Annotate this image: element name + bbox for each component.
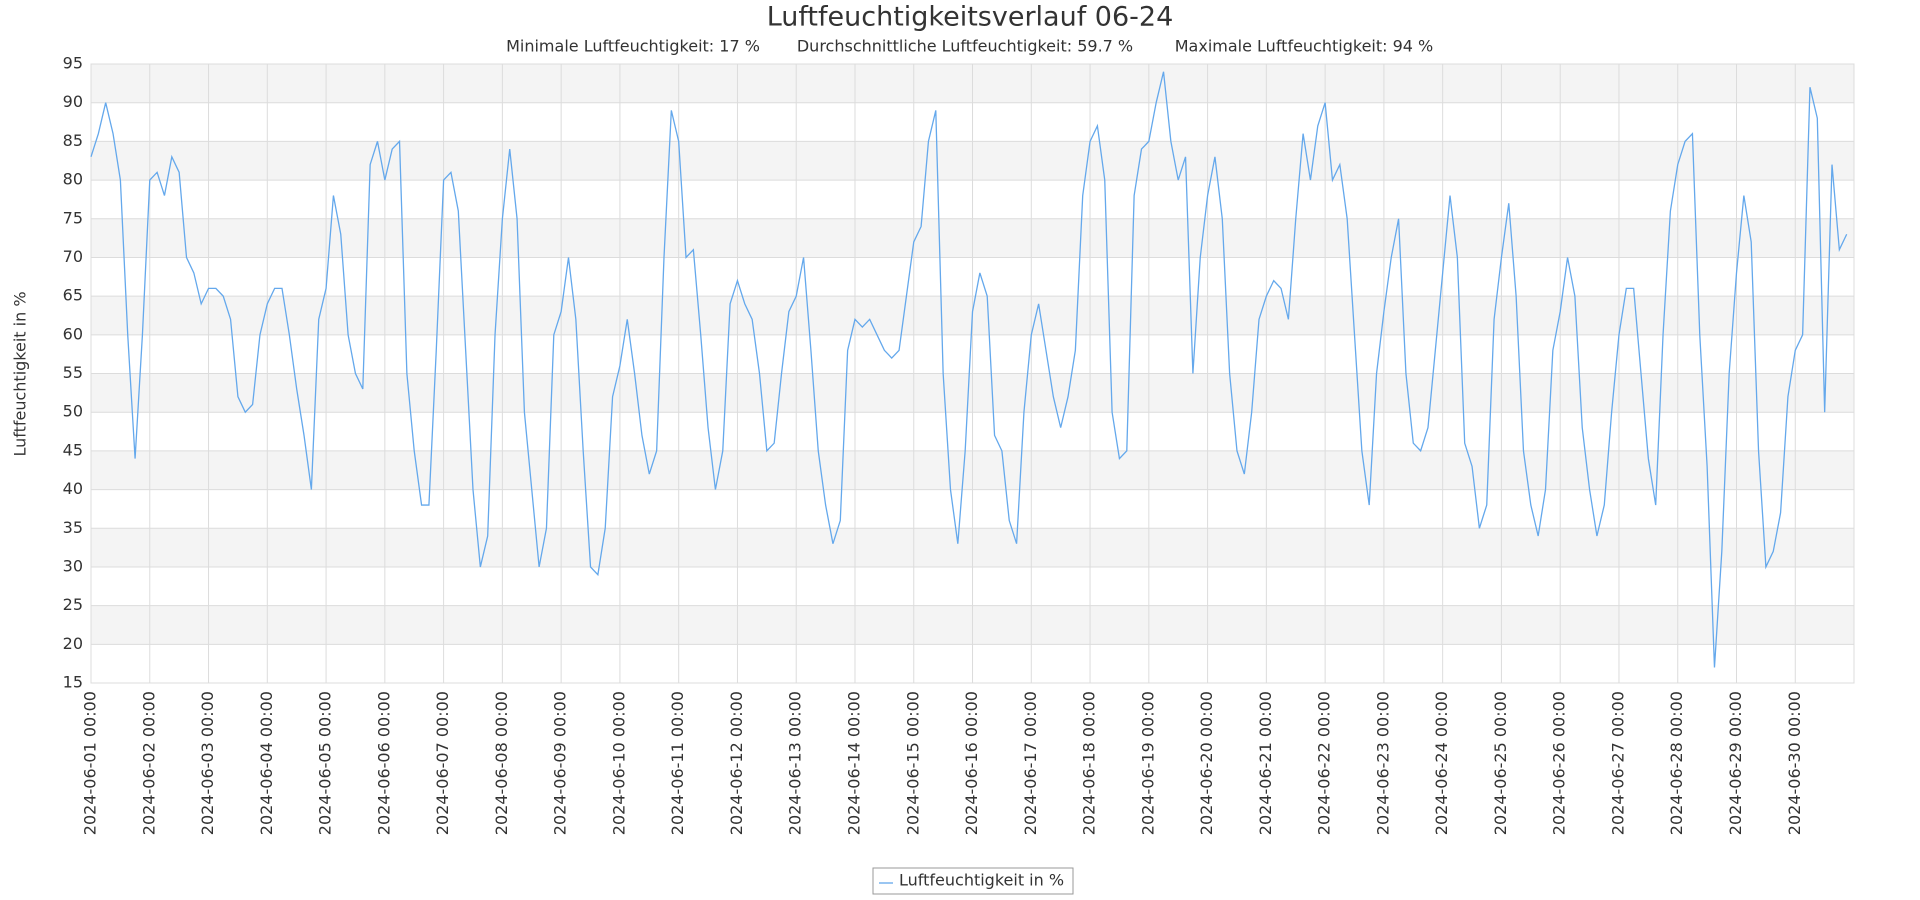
y-tick-label: 45: [63, 440, 83, 459]
y-tick-label: 75: [63, 208, 83, 227]
y-tick-label: 90: [63, 92, 83, 111]
legend-box: [872, 867, 1074, 895]
x-tick-label: 2024-06-07 00:00: [433, 691, 452, 835]
subtitle-max: Maximale Luftfeuchtigkeit: 94 %: [1175, 37, 1434, 56]
x-tick-label: 2024-06-02 00:00: [139, 691, 158, 835]
y-tick-label: 55: [63, 363, 83, 382]
x-tick-label: 2024-06-14 00:00: [844, 691, 863, 835]
y-tick-label: 30: [63, 556, 83, 575]
y-tick-label: 50: [63, 402, 83, 421]
x-tick-label: 2024-06-19 00:00: [1138, 691, 1157, 835]
y-tick-label: 85: [63, 131, 83, 150]
x-tick-label: 2024-06-23 00:00: [1373, 691, 1392, 835]
x-tick-label: 2024-06-24 00:00: [1432, 691, 1451, 835]
x-tick-label: 2024-06-18 00:00: [1080, 691, 1099, 835]
subtitle-min: Minimale Luftfeuchtigkeit: 17 %: [506, 37, 760, 56]
x-tick-label: 2024-06-01 00:00: [81, 691, 100, 835]
y-tick-label: 20: [63, 634, 83, 653]
y-tick-label: 65: [63, 286, 83, 305]
x-tick-label: 2024-06-22 00:00: [1315, 691, 1334, 835]
legend-label: Luftfeuchtigkeit in %: [899, 871, 1064, 890]
x-tick-label: 2024-06-11 00:00: [668, 691, 687, 835]
chart-title: Luftfeuchtigkeitsverlauf 06-24: [767, 2, 1174, 33]
y-tick-label: 25: [63, 595, 83, 614]
y-tick-label: 70: [63, 247, 83, 266]
x-tick-label: 2024-06-09 00:00: [551, 691, 570, 835]
plot-border: [90, 63, 1855, 684]
x-tick-label: 2024-06-17 00:00: [1021, 691, 1040, 835]
y-tick-label: 60: [63, 324, 83, 343]
x-tick-label: 2024-06-28 00:00: [1667, 691, 1686, 835]
x-tick-label: 2024-06-13 00:00: [786, 691, 805, 835]
x-tick-label: 2024-06-16 00:00: [962, 691, 981, 835]
x-tick-label: 2024-06-06 00:00: [374, 691, 393, 835]
y-tick-label: 35: [63, 518, 83, 537]
x-tick-label: 2024-06-26 00:00: [1550, 691, 1569, 835]
data-line: [90, 71, 1848, 668]
y-tick-label: 95: [63, 54, 83, 73]
y-tick-label: 40: [63, 479, 83, 498]
x-tick-label: 2024-06-20 00:00: [1197, 691, 1216, 835]
x-tick-label: 2024-06-05 00:00: [316, 691, 335, 835]
x-tick-label: 2024-06-29 00:00: [1726, 691, 1745, 835]
x-tick-label: 2024-06-15 00:00: [903, 691, 922, 835]
x-tick-label: 2024-06-03 00:00: [198, 691, 217, 835]
y-axis-label: Luftfeuchtigkeit in %: [11, 291, 30, 456]
x-tick-label: 2024-06-30 00:00: [1785, 691, 1804, 835]
x-tick-label: 2024-06-27 00:00: [1608, 691, 1627, 835]
x-tick-label: 2024-06-12 00:00: [727, 691, 746, 835]
subtitle-avg: Durchschnittliche Luftfeuchtigkeit: 59.7…: [797, 37, 1133, 56]
x-tick-label: 2024-06-08 00:00: [492, 691, 511, 835]
x-tick-label: 2024-06-25 00:00: [1491, 691, 1510, 835]
y-tick-label: 80: [63, 170, 83, 189]
x-tick-label: 2024-06-21 00:00: [1256, 691, 1275, 835]
y-tick-label: 15: [63, 673, 83, 692]
x-tick-label: 2024-06-04 00:00: [257, 691, 276, 835]
x-tick-label: 2024-06-10 00:00: [609, 691, 628, 835]
